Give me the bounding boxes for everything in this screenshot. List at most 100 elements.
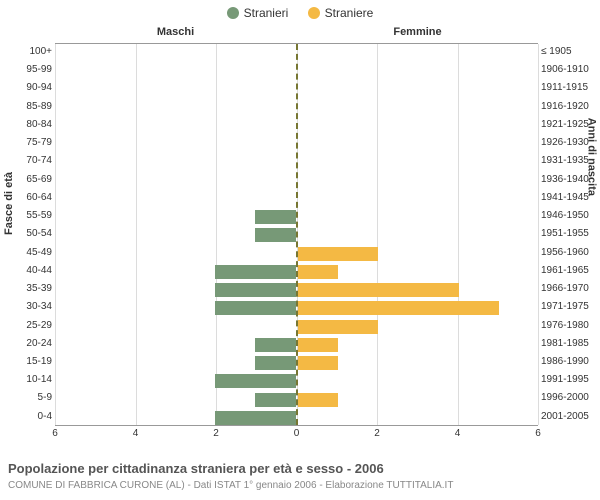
bar-male (215, 283, 296, 297)
age-label: 85-89 (2, 98, 52, 116)
age-label: 20-24 (2, 335, 52, 353)
bar-male (215, 374, 296, 388)
age-label: 50-54 (2, 225, 52, 243)
bar-female (298, 301, 499, 315)
bar-row (55, 172, 538, 190)
bar-row (55, 44, 538, 62)
bar-row (55, 372, 538, 390)
bar-row (55, 62, 538, 80)
x-tick-label: 0 (294, 428, 300, 439)
x-axis-labels: 6420246 (55, 428, 538, 442)
birth-label: 1921-1925 (541, 116, 599, 134)
age-label: 45-49 (2, 244, 52, 262)
age-label: 100+ (2, 43, 52, 61)
bar-row (55, 281, 538, 299)
birth-label: 1916-1920 (541, 98, 599, 116)
birth-label: 1951-1955 (541, 225, 599, 243)
bar-row (55, 190, 538, 208)
birth-label: 1996-2000 (541, 389, 599, 407)
bar-male (255, 228, 295, 242)
birth-label: 1926-1930 (541, 134, 599, 152)
age-label: 40-44 (2, 262, 52, 280)
birth-label: 1961-1965 (541, 262, 599, 280)
age-label: 90-94 (2, 79, 52, 97)
bar-male (255, 210, 295, 224)
legend-item-female: Straniere (308, 6, 374, 20)
age-label: 80-84 (2, 116, 52, 134)
bar-female (298, 320, 379, 334)
bar-row (55, 245, 538, 263)
birth-label: ≤ 1905 (541, 43, 599, 61)
birth-label: 1931-1935 (541, 152, 599, 170)
birth-label: 1991-1995 (541, 371, 599, 389)
legend-swatch-female (308, 7, 320, 19)
birth-label: 1986-1990 (541, 353, 599, 371)
chart-title: Popolazione per cittadinanza straniera p… (8, 461, 384, 476)
bar-female (298, 247, 379, 261)
plot-area (55, 43, 538, 426)
x-tick-label: 6 (535, 428, 541, 439)
bar-male (255, 338, 295, 352)
gridline (538, 44, 539, 425)
bar-female (298, 283, 459, 297)
x-tick-label: 4 (133, 428, 139, 439)
age-label: 25-29 (2, 317, 52, 335)
chart-source: COMUNE DI FABBRICA CURONE (AL) - Dati IS… (8, 480, 453, 491)
age-label: 35-39 (2, 280, 52, 298)
bar-row (55, 390, 538, 408)
bar-row (55, 80, 538, 98)
bar-row (55, 153, 538, 171)
bar-row (55, 117, 538, 135)
bar-male (215, 301, 296, 315)
bar-female (298, 356, 338, 370)
bar-row (55, 409, 538, 427)
x-tick-label: 2 (374, 428, 380, 439)
birth-label: 1941-1945 (541, 189, 599, 207)
birth-label: 1956-1960 (541, 244, 599, 262)
bar-female (298, 265, 338, 279)
bar-row (55, 226, 538, 244)
bar-row (55, 336, 538, 354)
age-label: 55-59 (2, 207, 52, 225)
population-pyramid: Maschi Femmine 6420246 (55, 26, 538, 446)
bar-row (55, 99, 538, 117)
bar-row (55, 299, 538, 317)
bar-row (55, 135, 538, 153)
legend-label-male: Stranieri (244, 6, 289, 20)
legend: Stranieri Straniere (0, 6, 600, 22)
panel-title-male: Maschi (55, 26, 296, 38)
x-tick-label: 2 (213, 428, 219, 439)
birth-year-labels: ≤ 19051906-19101911-19151916-19201921-19… (541, 43, 599, 426)
bar-male (215, 265, 296, 279)
bar-male (255, 356, 295, 370)
age-label: 10-14 (2, 371, 52, 389)
bar-female (298, 393, 338, 407)
bar-rows (55, 44, 538, 425)
birth-label: 1966-1970 (541, 280, 599, 298)
age-label: 60-64 (2, 189, 52, 207)
birth-label: 1936-1940 (541, 171, 599, 189)
bar-row (55, 318, 538, 336)
birth-label: 1981-1985 (541, 335, 599, 353)
age-label: 70-74 (2, 152, 52, 170)
bar-row (55, 208, 538, 226)
age-label: 65-69 (2, 171, 52, 189)
birth-label: 1976-1980 (541, 317, 599, 335)
x-tick-label: 6 (52, 428, 58, 439)
birth-label: 2001-2005 (541, 408, 599, 426)
age-band-labels: 100+95-9990-9485-8980-8475-7970-7465-696… (2, 43, 52, 426)
birth-label: 1906-1910 (541, 61, 599, 79)
age-label: 95-99 (2, 61, 52, 79)
birth-label: 1911-1915 (541, 79, 599, 97)
bar-row (55, 354, 538, 372)
age-label: 30-34 (2, 298, 52, 316)
bar-female (298, 338, 338, 352)
age-label: 75-79 (2, 134, 52, 152)
legend-label-female: Straniere (325, 6, 374, 20)
bar-male (215, 411, 296, 425)
panel-title-female: Femmine (297, 26, 538, 38)
bar-row (55, 263, 538, 281)
age-label: 0-4 (2, 408, 52, 426)
age-label: 5-9 (2, 389, 52, 407)
age-label: 15-19 (2, 353, 52, 371)
